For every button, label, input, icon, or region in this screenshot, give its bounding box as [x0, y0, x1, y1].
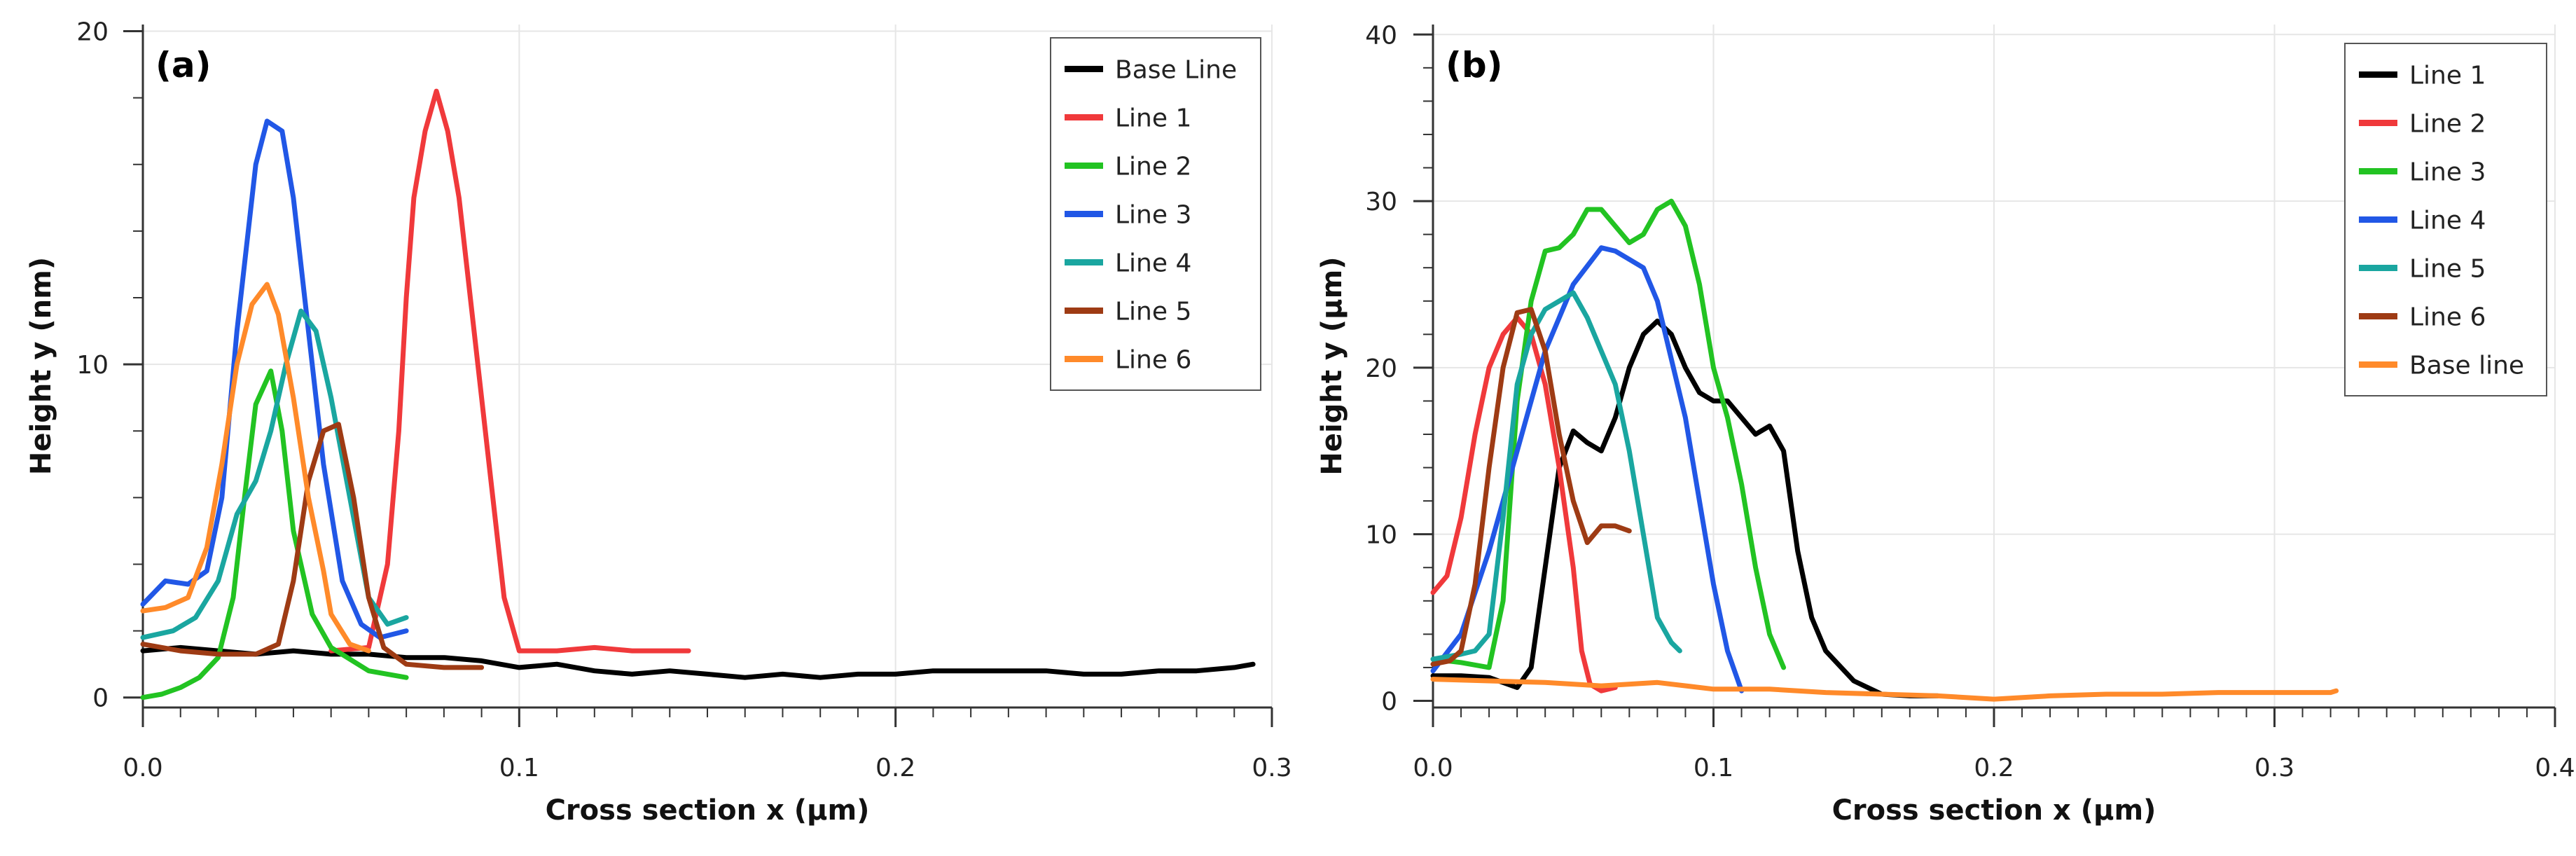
series-line-line-2 — [140, 368, 409, 700]
series-line-line-1 — [1430, 318, 1941, 698]
legend-label: Line 3 — [2409, 158, 2486, 187]
x-tick-label: 0.1 — [1694, 754, 1733, 782]
chart-panel-a: 0.0 0.1 0.2 0.3 0 10 20 Cross section x (µm) Hei… — [25, 18, 1292, 827]
legend-label: Line 6 — [2409, 303, 2486, 332]
panel-label: (a) — [155, 45, 211, 85]
y-axis-title: Height y (nm) — [25, 257, 57, 475]
legend-label: Base Line — [1115, 56, 1237, 85]
y-tick-label: 20 — [76, 18, 109, 47]
x-tick-label: 0.4 — [2535, 754, 2575, 782]
y-tick-label: 0 — [92, 684, 109, 713]
y-tick-label: 30 — [1365, 188, 1397, 216]
y-tick-label: 0 — [1381, 687, 1397, 716]
x-tick-label: 0.3 — [2255, 754, 2294, 782]
legend-label: Line 2 — [1115, 153, 1191, 181]
legend-label: Line 6 — [1115, 346, 1191, 375]
x-tick-label: 0.2 — [875, 754, 915, 782]
y-axis-title: Height y (µm) — [1316, 256, 1348, 475]
y-tick-label: 10 — [76, 351, 109, 380]
legend-label: Line 3 — [1115, 201, 1191, 230]
legend-label: Line 1 — [2409, 62, 2486, 90]
y-tick-label: 20 — [1365, 354, 1397, 383]
legend-label: Line 5 — [1115, 298, 1191, 326]
x-tick-label: 0.3 — [1252, 754, 1292, 782]
series-line-base-line — [140, 644, 1256, 680]
series-line-line-5 — [1430, 290, 1682, 662]
x-axis-title: Cross section x (µm) — [546, 794, 870, 827]
panel-label: (b) — [1446, 45, 1503, 85]
y-tick-label: 40 — [1365, 21, 1397, 50]
series-line-line-5 — [140, 422, 485, 670]
series-line-line-4 — [1430, 245, 1745, 693]
legend-label: Line 4 — [1115, 249, 1191, 278]
series-line-line-1 — [328, 88, 691, 654]
x-tick-label: 0.0 — [1413, 754, 1453, 782]
legend — [2344, 43, 2547, 396]
x-tick-label: 0.2 — [1974, 754, 2014, 782]
x-tick-label: 0.0 — [123, 754, 162, 782]
series-line-base-line — [1430, 677, 2339, 702]
legend-label: Base line — [2409, 352, 2524, 380]
series-line-line-6 — [1430, 307, 1632, 667]
chart-panel-b: 0.0 0.1 0.2 0.3 0.4 0 10 20 30 40 Cross section x … — [1316, 21, 2575, 827]
series-line-line-6 — [140, 282, 371, 654]
legend-label: Line 5 — [2409, 255, 2486, 284]
legend-label: Line 2 — [2409, 110, 2486, 139]
x-axis-title: Cross section x (µm) — [1832, 794, 2156, 827]
x-tick-label: 0.1 — [499, 754, 539, 782]
legend-label: Line 1 — [1115, 104, 1191, 133]
y-tick-label: 10 — [1365, 521, 1397, 550]
series-line-line-3 — [1430, 198, 1787, 670]
legend-label: Line 4 — [2409, 207, 2486, 235]
